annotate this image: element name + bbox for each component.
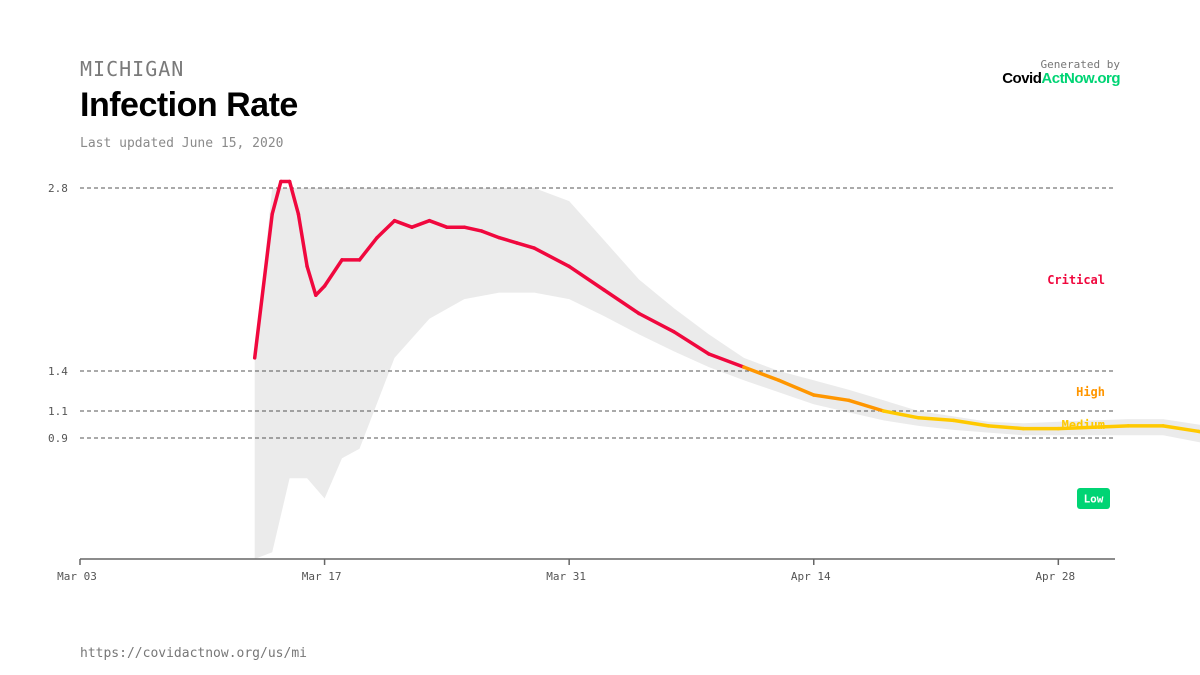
rt-line-segment (742, 365, 781, 383)
source-url[interactable]: https://covidactnow.org/us/mi (80, 646, 307, 661)
rt-line-segment (637, 311, 676, 334)
rt-line-segment (777, 378, 816, 397)
rt-line-segment (951, 418, 991, 428)
brand-logo-part1: Covid (1002, 70, 1042, 87)
brand-logo[interactable]: CovidActNow.org (1002, 70, 1120, 87)
rt-line-segment (427, 218, 449, 229)
y-tick-label: 2.8 (48, 182, 68, 195)
rt-line-segment (986, 424, 1026, 431)
rt-line-segment (322, 258, 344, 288)
rt-line-segment (314, 284, 327, 297)
rt-line-segment (602, 288, 641, 316)
rt-line-segment (375, 218, 397, 240)
chart-title: Infection Rate (80, 86, 298, 124)
x-tick-label: Apr 14 (791, 570, 831, 583)
x-tick-label: Mar 03 (57, 570, 97, 583)
rt-line-segment (287, 179, 301, 216)
x-tick-label: Apr 28 (1035, 570, 1075, 583)
y-tick-label: 1.4 (48, 365, 68, 378)
last-updated: Last updated June 15, 2020 (80, 136, 284, 151)
rt-line-segment (881, 409, 921, 420)
rt-line-segment (672, 330, 711, 356)
brand-logo-part2: ActNow.org (1041, 70, 1120, 87)
rt-line-segment (305, 264, 318, 297)
rt-line-segment (515, 241, 536, 250)
rt-line-segment (532, 246, 571, 269)
rt-line-segment (846, 398, 886, 413)
y-tick-label: 0.9 (48, 432, 68, 445)
rt-line-segment (916, 416, 956, 423)
rt-line-segment (497, 235, 519, 245)
x-tick-label: Mar 17 (302, 570, 342, 583)
zone-label-critical: Critical (1047, 273, 1105, 287)
rt-line-segment (811, 393, 851, 403)
rt-line-segment (480, 229, 502, 240)
zone-badge-low (1077, 488, 1110, 509)
confidence-band (254, 188, 1200, 559)
y-tick-label: 1.1 (48, 405, 68, 418)
rt-line-segment (270, 179, 283, 216)
state-name: MICHIGAN (80, 57, 185, 81)
generated-by-label: Generated by (1040, 58, 1120, 71)
rt-line-segment (410, 218, 432, 229)
rt-line-segment (1056, 425, 1096, 431)
rt-line-segment (252, 212, 274, 360)
rt-line-segment (707, 352, 746, 369)
x-tick-label: Mar 31 (546, 570, 586, 583)
rt-line-segment (567, 264, 606, 292)
rt-line-segment (462, 225, 484, 233)
rt-line-segment (1091, 424, 1130, 429)
rt-line-segment (296, 212, 309, 269)
rt-line-segment (392, 218, 414, 229)
rt-line-segment (1161, 424, 1200, 434)
zone-label-low: Low (1084, 493, 1104, 506)
rt-line-segment (357, 235, 379, 262)
zone-label-high: High (1076, 385, 1105, 399)
